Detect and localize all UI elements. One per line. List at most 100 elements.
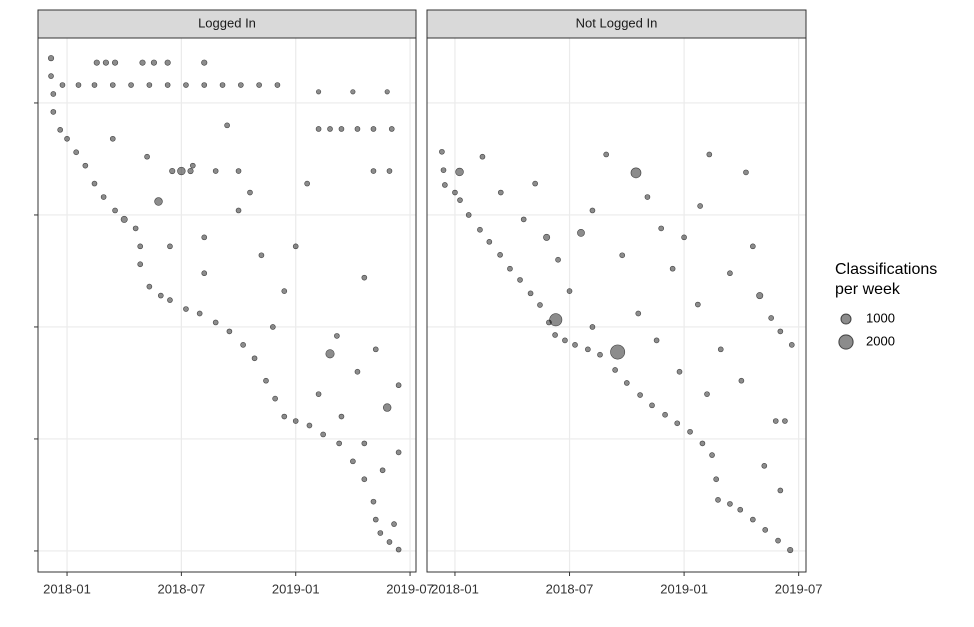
point	[699, 440, 706, 447]
point	[527, 290, 534, 297]
point	[201, 270, 208, 277]
strip	[37, 9, 417, 39]
point	[775, 537, 781, 544]
point	[662, 411, 668, 418]
point	[111, 59, 119, 66]
point	[768, 315, 775, 321]
point	[497, 251, 503, 258]
point	[325, 349, 335, 359]
point	[240, 342, 246, 348]
point	[681, 234, 687, 241]
point	[727, 501, 733, 507]
point	[644, 194, 651, 200]
point	[676, 368, 683, 375]
point	[91, 180, 98, 187]
point	[379, 467, 386, 474]
point	[154, 197, 163, 206]
point	[128, 82, 134, 88]
point	[750, 516, 756, 523]
point	[212, 319, 219, 326]
x-tick-label: 2018-01	[43, 581, 91, 596]
panel-background	[38, 38, 416, 572]
point	[603, 151, 610, 158]
point	[327, 126, 333, 132]
point	[177, 166, 186, 176]
point	[391, 521, 397, 527]
point	[47, 55, 55, 62]
point	[772, 418, 779, 424]
point	[238, 82, 244, 88]
point	[137, 243, 144, 250]
point	[517, 277, 523, 283]
point	[455, 167, 464, 177]
point	[338, 126, 345, 132]
point	[386, 539, 393, 545]
point	[256, 82, 262, 88]
point	[270, 324, 276, 330]
point	[497, 189, 504, 196]
point	[201, 234, 208, 241]
point	[566, 288, 573, 294]
point	[183, 82, 189, 88]
point	[274, 82, 281, 88]
point	[546, 319, 552, 326]
point	[562, 337, 568, 344]
point	[292, 418, 299, 424]
point	[350, 89, 356, 95]
point	[146, 82, 153, 88]
point	[226, 328, 233, 335]
point	[537, 302, 543, 308]
point	[334, 333, 340, 339]
point	[777, 328, 784, 335]
point	[382, 403, 392, 412]
point	[120, 215, 128, 223]
point	[520, 216, 527, 223]
point	[109, 135, 116, 142]
point	[372, 516, 379, 523]
point	[479, 153, 486, 160]
point	[50, 91, 57, 97]
legend-label: 1000	[866, 310, 895, 325]
point	[750, 243, 756, 250]
point	[93, 59, 100, 66]
point	[612, 367, 618, 373]
point	[102, 59, 109, 66]
point	[549, 313, 563, 327]
point	[777, 487, 784, 494]
point	[610, 344, 626, 360]
point	[354, 126, 361, 132]
point	[338, 413, 345, 420]
point	[169, 167, 176, 175]
point	[756, 292, 764, 300]
point	[157, 292, 164, 299]
point	[457, 197, 463, 204]
panel-border	[426, 37, 807, 573]
point	[370, 126, 377, 132]
point	[235, 168, 242, 174]
x-tick-label: 2019-01	[660, 581, 708, 596]
point	[306, 422, 313, 429]
point	[164, 82, 171, 88]
legend-key	[840, 313, 852, 325]
point	[761, 462, 768, 469]
point	[64, 135, 70, 142]
point	[717, 346, 724, 353]
point	[695, 301, 701, 308]
point	[370, 168, 377, 174]
point	[713, 476, 720, 483]
x-tick-label: 2018-07	[158, 581, 206, 596]
point	[737, 506, 744, 513]
point	[386, 168, 393, 174]
point	[137, 261, 144, 268]
point	[653, 337, 660, 344]
point	[440, 167, 447, 173]
point	[144, 153, 150, 160]
point	[354, 368, 361, 375]
x-tick-label: 2019-07	[775, 581, 823, 596]
point	[465, 212, 472, 218]
x-tick-label: 2019-01	[272, 581, 320, 596]
point	[112, 207, 118, 214]
point	[552, 332, 558, 338]
point	[189, 162, 196, 169]
